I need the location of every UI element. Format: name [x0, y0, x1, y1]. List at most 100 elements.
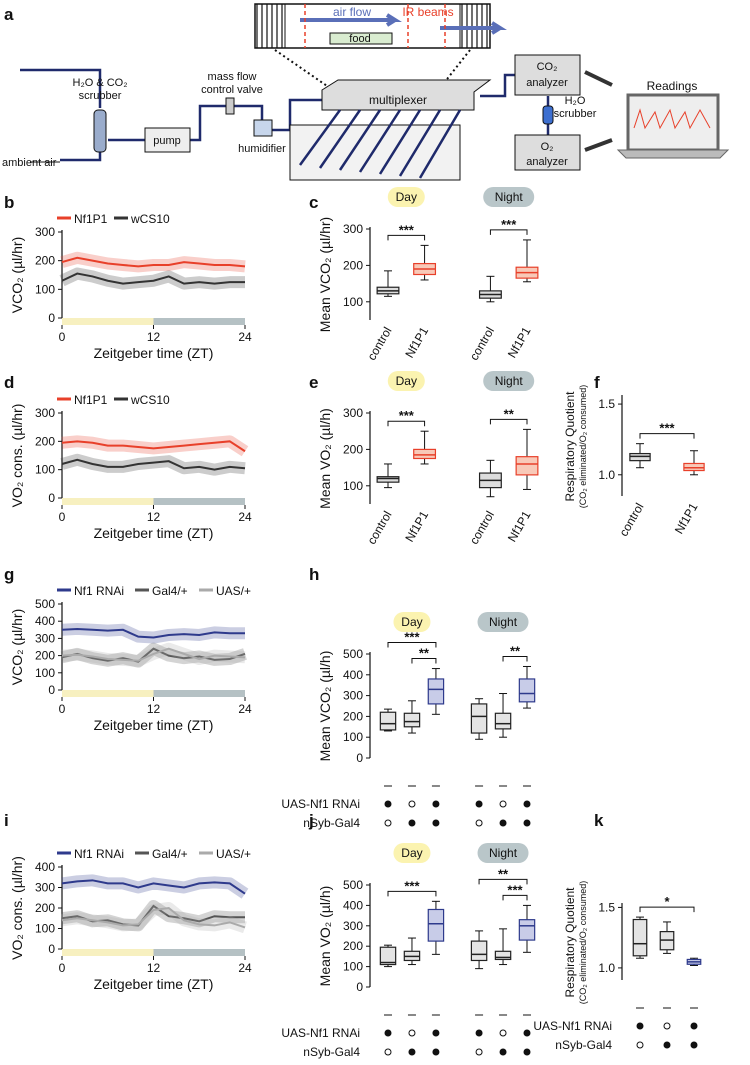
box: [379, 946, 397, 966]
genotype-dot: [475, 1029, 483, 1037]
significance-label: ***: [399, 408, 415, 423]
y-tick-label: 400: [35, 614, 55, 628]
y-tick-label: 300: [343, 689, 363, 703]
y-tick-label: 400: [343, 668, 363, 682]
light-dark-bar: [62, 318, 154, 325]
tube: [298, 109, 462, 179]
box: [632, 918, 648, 957]
y-tick-label: 400: [343, 898, 363, 912]
x-tick-label: 12: [147, 510, 161, 524]
x-tick-label: Nf1P1: [505, 508, 534, 544]
significance-bracket: [502, 655, 528, 662]
label: food: [349, 33, 370, 45]
x-tick-label: control: [616, 501, 646, 539]
box: [376, 476, 400, 483]
group-label: Night: [489, 846, 518, 860]
y-axis-label: Respiratory Quotient: [563, 391, 577, 502]
x-tick-label: 0: [59, 510, 66, 524]
label: Readings: [647, 79, 698, 93]
x-tick-label: 0: [59, 961, 66, 975]
y-axis-label: Mean VO₂ (µl/h): [317, 886, 333, 987]
humidifier: [253, 119, 273, 137]
genotype-dot: [408, 819, 416, 827]
x-tick-label: 12: [147, 961, 161, 975]
x-tick-label: control: [364, 509, 394, 547]
y-tick-label: 500: [35, 597, 55, 611]
group-label: Day: [401, 846, 422, 860]
significance-label: ***: [404, 878, 420, 893]
x-tick-label: Nf1P1: [505, 324, 534, 360]
y-tick-label: 100: [343, 479, 363, 493]
group-pill: [477, 612, 529, 632]
x-tick-label: control: [364, 325, 394, 363]
label: pump: [153, 135, 181, 147]
y-tick-label: 300: [343, 406, 363, 420]
significance-label: ***: [501, 217, 517, 232]
panel-label: b: [4, 193, 14, 212]
chamber-array: [289, 124, 461, 181]
y-tick-label: 300: [35, 406, 55, 420]
y-tick-label: 300: [35, 881, 55, 895]
y-tick-label: 200: [35, 901, 55, 915]
box: [413, 448, 437, 460]
legend-label: wCS10: [130, 393, 170, 407]
x-tick-label: control: [467, 324, 497, 362]
box: [427, 678, 445, 705]
significance-bracket: [387, 234, 426, 241]
genotype-dot: [384, 800, 392, 808]
genotype-dot: [523, 800, 531, 808]
box: [494, 950, 512, 961]
label: mass flow: [208, 71, 257, 83]
legend-label: UAS/+: [216, 847, 251, 861]
genotype-dot: [408, 1048, 416, 1056]
panel-label: d: [4, 373, 14, 392]
genotype-dot: [475, 1048, 483, 1056]
genotype-dot: [432, 800, 440, 808]
arrow: [300, 13, 402, 27]
box: [515, 456, 539, 476]
y-axis-label: Mean VCO₂ (µl/hr): [317, 217, 333, 332]
group-label: Day: [396, 374, 417, 388]
y-tick-label: 400: [35, 860, 55, 874]
genotype-label: UAS-Nf1 RNAi: [533, 1019, 612, 1033]
y-tick-label: 0: [356, 751, 363, 765]
legend-label: Gal4/+: [152, 847, 188, 861]
y-tick-label: 0: [48, 683, 55, 697]
genotype-label: UAS-Nf1 RNAi: [281, 1026, 360, 1040]
genotype-dot: [432, 1048, 440, 1056]
y-tick-label: 0: [48, 491, 55, 505]
panel-label: c: [309, 193, 318, 212]
genotype-dot: [636, 1022, 644, 1030]
scrubber: [93, 109, 107, 153]
light-dark-bar: [153, 498, 245, 505]
significance-label: **: [419, 646, 430, 661]
panel-label: k: [594, 811, 604, 830]
panel-label: h: [309, 565, 319, 584]
panel-label: f: [594, 373, 600, 392]
y-tick-label: 200: [343, 442, 363, 456]
significance-bracket: [489, 229, 528, 235]
label: scrubber: [79, 90, 122, 102]
x-tick-label: 0: [59, 702, 66, 716]
genotype-dot: [499, 1048, 507, 1056]
box: [403, 712, 421, 728]
series-line: [61, 906, 246, 929]
y-tick-label: 100: [35, 666, 55, 680]
x-tick-label: Nf1P1: [402, 324, 431, 360]
genotype-dot: [523, 1029, 531, 1037]
y-axis-label: Mean VO₂ (µl/h): [317, 408, 333, 509]
y-axis-sublabel: (CO₂ eliminated/O₂ consumed): [578, 881, 588, 1005]
label: air flow: [333, 5, 371, 19]
significance-bracket: [639, 906, 695, 913]
genotype-dot: [475, 819, 483, 827]
y-tick-label: 300: [35, 631, 55, 645]
y-axis-label: VCO₂ (µl/hr): [9, 237, 25, 314]
significance-bracket: [639, 433, 695, 439]
genotype-dot: [523, 1048, 531, 1056]
x-tick-label: 12: [147, 702, 161, 716]
legend-label: Nf1 RNAi: [74, 584, 124, 598]
y-tick-label: 100: [35, 922, 55, 936]
genotype-label: nSyb-Gal4: [555, 1038, 612, 1052]
panel-label: j: [308, 811, 314, 830]
